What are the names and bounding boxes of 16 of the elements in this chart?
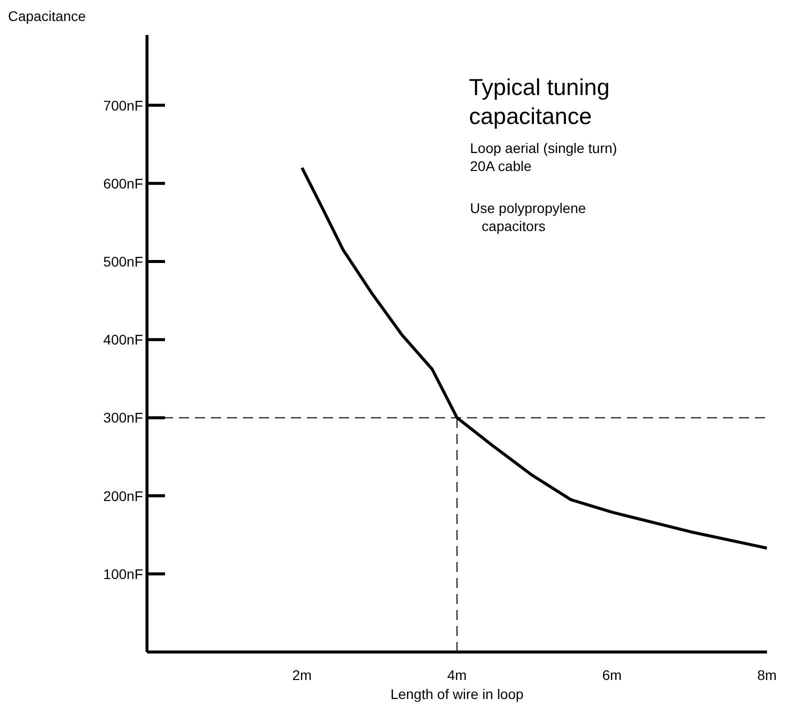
y-tick-label: 700nF	[103, 97, 143, 114]
y-tick-label: 200nF	[103, 488, 143, 504]
y-tick-label: 500nF	[103, 253, 143, 270]
y-tick-label: 600nF	[103, 175, 143, 192]
text: Typical tuning capacitance	[469, 73, 611, 131]
y-axis-title: Capacitance	[8, 8, 86, 24]
annotation: Use polypropylene capacitors	[470, 199, 586, 235]
y-tick-label: 100nF	[103, 566, 143, 582]
annotation: Loop aerial (single turn) 20A cable	[470, 139, 618, 175]
x-tick-label: 6m	[602, 666, 622, 683]
y-tick-label: 300nF	[103, 410, 143, 426]
x-tick-label: 8m	[757, 666, 777, 683]
x-tick-label: 2m	[292, 666, 312, 683]
y-tick-label: 400nF	[103, 332, 143, 348]
x-axis-title: Length of wire in loop	[389, 686, 525, 702]
x-tick-label: 4m	[447, 666, 467, 683]
